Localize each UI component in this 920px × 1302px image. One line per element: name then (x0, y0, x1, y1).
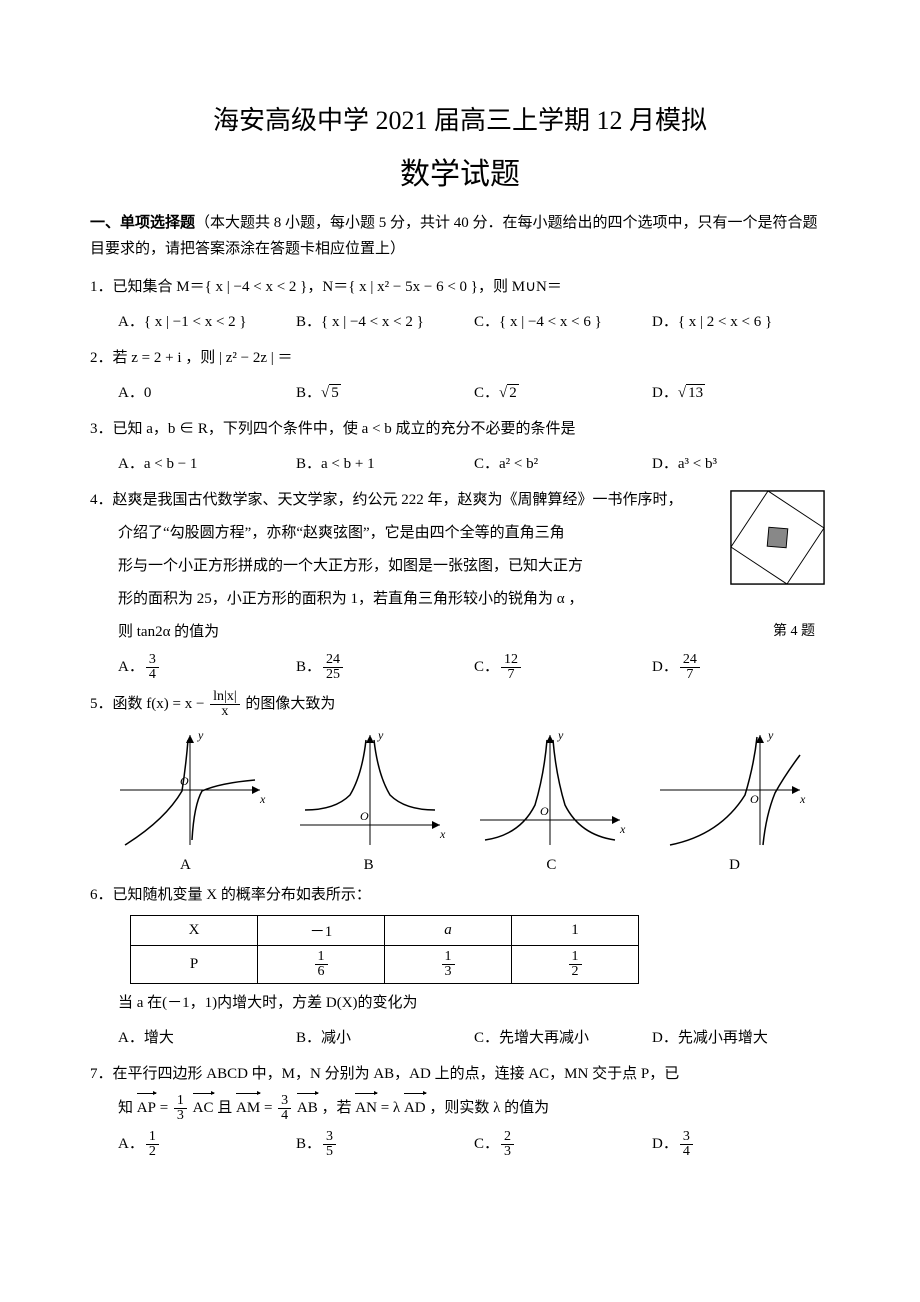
svg-text:x: x (259, 792, 266, 806)
q4-line3: 形与一个小正方形拼成的一个大正方形，如图是一张弦图，已知大正方 (118, 553, 830, 580)
q6-table: X －1 a 1 P 16 13 12 (130, 915, 639, 984)
q6-opt-a: A．增大 (118, 1023, 296, 1053)
sqrt-icon: 2 (499, 378, 519, 408)
q2-opt-c: C．2 (474, 378, 652, 408)
q6-opt-d: D．先减小再增大 (652, 1023, 830, 1053)
cell-1: 1 (512, 916, 639, 946)
vector-icon: AC (193, 1095, 214, 1122)
q4-line2: 介绍了“勾股圆方程”，亦称“赵爽弦图”，它是由四个全等的直角三角 (118, 520, 830, 547)
q6-line2: 当 a 在(－1，1)内增大时，方差 D(X)的变化为 (118, 990, 830, 1017)
q5-graph-b: O x y (290, 725, 450, 855)
q2-options: A．0 B．5 C．2 D．13 (118, 378, 830, 408)
q7-line1: 7．在平行四边形 ABCD 中，M，N 分别为 AB，AD 上的点，连接 AC，… (90, 1061, 830, 1088)
q2-opt-d: D．13 (652, 378, 830, 408)
svg-text:y: y (197, 728, 204, 742)
q4-line4: 形的面积为 25，小正方形的面积为 1，若直角三角形较小的锐角为 α ， (118, 586, 830, 613)
q5-graph-a: O x y (110, 725, 270, 855)
svg-text:y: y (377, 728, 384, 742)
svg-text:O: O (750, 792, 759, 806)
q6-opt-b: B．减小 (296, 1023, 474, 1053)
svg-text:y: y (767, 728, 774, 742)
section-1-heading: 一、单项选择题（本大题共 8 小题，每小题 5 分，共计 40 分．在每小题给出… (90, 211, 830, 262)
q4-opt-c: C．127 (474, 652, 652, 682)
q5-label-d: D (729, 857, 740, 874)
q6-stem: 6．已知随机变量 X 的概率分布如表所示： (90, 882, 830, 909)
q4-opt-b: B．2425 (296, 652, 474, 682)
vector-icon: AP (137, 1095, 156, 1122)
q6-opt-c: C．先增大再减小 (474, 1023, 652, 1053)
q2-opt-a: A．0 (118, 378, 296, 408)
svg-text:y: y (557, 728, 564, 742)
q4-figure-caption: 第 4 题 (773, 620, 815, 640)
q5-option-labels: A B C D (180, 857, 740, 874)
cell-a: a (385, 916, 512, 946)
q7-options: A．12 B．35 C．23 D．34 (118, 1129, 830, 1159)
q1-stem: 1．已知集合 M＝{ x | −4 < x < 2 }，N＝{ x | x² −… (90, 274, 830, 301)
svg-text:O: O (540, 804, 549, 818)
q5-label-a: A (180, 857, 191, 874)
q3-options: A．a < b − 1 B．a < b + 1 C．a² < b² D．a³ <… (118, 449, 830, 479)
q1-opt-d: D．{ x | 2 < x < 6 } (652, 307, 830, 337)
q3-opt-a: A．a < b − 1 (118, 449, 296, 479)
cell-p2: 13 (385, 946, 512, 984)
q5-graphs: O x y O x y O x y (110, 725, 810, 855)
q1-opt-b: B．{ x | −4 < x < 2 } (296, 307, 474, 337)
cell-x: X (131, 916, 258, 946)
q4-opt-d: D．247 (652, 652, 830, 682)
q7-line2: 知 AP = 13 AC 且 AM = 34 AB ，若 AN = λ AD ，… (118, 1094, 830, 1123)
q5-label-c: C (546, 857, 556, 874)
cell-p3: 12 (512, 946, 639, 984)
q5-stem: 5．函数 f(x) = x − ln|x|x 的图像大致为 (90, 690, 830, 719)
q7-opt-c: C．23 (474, 1129, 652, 1159)
q7-opt-b: B．35 (296, 1129, 474, 1159)
q1-opt-c: C．{ x | −4 < x < 6 } (474, 307, 652, 337)
page-title-2: 数学试题 (90, 149, 830, 193)
vector-icon: AN (355, 1095, 377, 1122)
svg-text:x: x (799, 792, 806, 806)
q3-opt-c: C．a² < b² (474, 449, 652, 479)
q1-options: A．{ x | −1 < x < 2 } B．{ x | −4 < x < 2 … (118, 307, 830, 337)
q5-label-b: B (364, 857, 374, 874)
table-row: P 16 13 12 (131, 946, 639, 984)
q4-line5: 则 tan2α 的值为 (118, 619, 830, 646)
svg-text:O: O (360, 809, 369, 823)
q7-opt-a: A．12 (118, 1129, 296, 1159)
q4-line1: 4．赵爽是我国古代数学家、天文学家，约公元 222 年，赵爽为《周髀算经》一书作… (90, 487, 830, 514)
sqrt-icon: 13 (678, 378, 705, 408)
q2-stem: 2．若 z = 2 + i ，则 | z² − 2z | ＝ (90, 345, 830, 372)
cell-p: P (131, 946, 258, 984)
exam-page: 海安高级中学 2021 届高三上学期 12 月模拟 数学试题 一、单项选择题（本… (0, 0, 920, 1302)
vector-icon: AM (236, 1095, 260, 1122)
q4-options: A．34 B．2425 C．127 D．247 (118, 652, 830, 682)
q1-opt-a: A．{ x | −1 < x < 2 } (118, 307, 296, 337)
vector-icon: AD (404, 1095, 426, 1122)
q3-opt-d: D．a³ < b³ (652, 449, 830, 479)
section-1-desc: （本大题共 8 小题，每小题 5 分，共计 40 分．在每小题给出的四个选项中，… (90, 215, 818, 257)
q4-opt-a: A．34 (118, 652, 296, 682)
page-title-1: 海安高级中学 2021 届高三上学期 12 月模拟 (90, 100, 830, 137)
q5-graph-d: O x y (650, 725, 810, 855)
svg-text:x: x (439, 827, 446, 841)
table-row: X －1 a 1 (131, 916, 639, 946)
q2-opt-b: B．5 (296, 378, 474, 408)
cell-p1: 16 (258, 946, 385, 984)
section-1-label: 一、单项选择题 (90, 215, 195, 231)
cell-m1: －1 (258, 916, 385, 946)
q7-opt-d: D．34 (652, 1129, 830, 1159)
sqrt-icon: 5 (321, 378, 341, 408)
q3-stem: 3．已知 a，b ∈ R，下列四个条件中，使 a < b 成立的充分不必要的条件… (90, 416, 830, 443)
q6-options: A．增大 B．减小 C．先增大再减小 D．先减小再增大 (118, 1023, 830, 1053)
q5-graph-c: O x y (470, 725, 630, 855)
svg-text:x: x (619, 822, 626, 836)
xiantu-figure (730, 490, 825, 585)
q3-opt-b: B．a < b + 1 (296, 449, 474, 479)
vector-icon: AB (297, 1095, 318, 1122)
